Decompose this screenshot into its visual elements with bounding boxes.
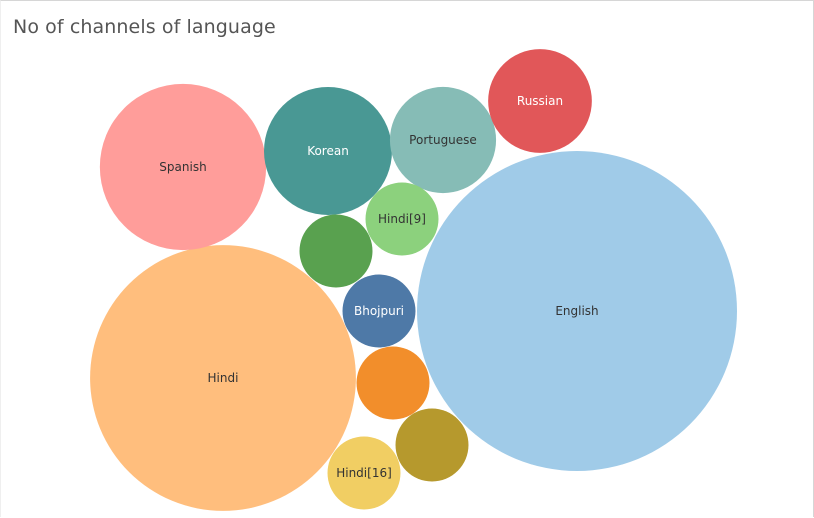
bubble-label-spanish: Spanish [159,160,206,174]
bubble-label-hindi-16: Hindi[16] [336,466,392,480]
bubble-russian[interactable]: Russian [488,49,592,153]
bubble-circle-hindi-16[interactable] [327,436,401,510]
bubble-label-hindi: Hindi [208,371,239,385]
bubble-korean[interactable]: Korean [264,87,392,215]
bubble-label-russian: Russian [517,94,563,108]
bubble-circle-hindi[interactable] [90,245,356,511]
bubble-circle-korean[interactable] [264,87,392,215]
bubble-circle-portuguese[interactable] [389,86,497,194]
chart-title: No of channels of language [13,16,276,38]
bubble-label-bhojpuri: Bhojpuri [354,304,404,318]
bubble-circle-spanish[interactable] [99,83,267,251]
bubble-circle-unlabeled-7[interactable] [299,214,373,288]
bubble-hindi[interactable]: Hindi [90,245,356,511]
bubble-circle-english[interactable] [417,151,737,471]
bubble-hindi-16[interactable]: Hindi[16] [327,436,401,510]
bubble-unlabeled-7[interactable] [299,214,373,288]
bubble-label-hindi-9: Hindi[9] [378,212,426,226]
bubble-circle-russian[interactable] [488,49,592,153]
bubble-circle-hindi-9[interactable] [365,182,439,256]
bubble-spanish[interactable]: Spanish [99,83,267,251]
bubble-bhojpuri[interactable]: Bhojpuri [342,274,416,348]
bubble-unlabeled-10[interactable] [395,408,469,482]
bubble-hindi-9[interactable]: Hindi[9] [365,182,439,256]
bubble-portuguese[interactable]: Portuguese [389,86,497,194]
bubble-circle-unlabeled-10[interactable] [395,408,469,482]
bubble-circle-unlabeled-9[interactable] [356,346,430,420]
bubble-english[interactable]: English [417,151,737,471]
bubble-unlabeled-9[interactable] [356,346,430,420]
bubble-label-portuguese: Portuguese [409,133,477,147]
bubble-label-korean: Korean [307,144,349,158]
bubble-label-english: English [555,304,598,318]
bubble-circle-bhojpuri[interactable] [342,274,416,348]
